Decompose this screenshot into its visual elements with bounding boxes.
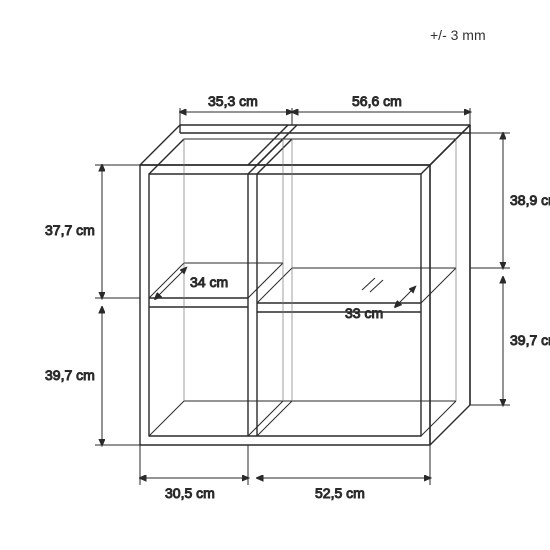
dim-left-lower: 39,7 cm (45, 367, 95, 383)
dim-shelf-left: 34 cm (190, 274, 228, 290)
dim-right-upper: 38,9 cm (510, 192, 550, 208)
dim-right-lower: 39,7 cm (510, 332, 550, 348)
dim-left-upper: 37,7 cm (45, 222, 95, 238)
dim-shelf-right: 33 cm (345, 305, 383, 321)
dimensions: 35,3 cm 56,6 cm 37,7 cm 39,7 cm 38,9 cm … (45, 93, 550, 501)
dim-top-right: 56,6 cm (352, 93, 402, 109)
dim-bottom-right: 52,5 cm (315, 485, 365, 501)
dim-top-left: 35,3 cm (208, 93, 258, 109)
dim-bottom-left: 30,5 cm (165, 485, 215, 501)
tolerance-label: +/- 3 mm (430, 27, 486, 43)
diagram-canvas: +/- 3 mm (0, 0, 550, 550)
